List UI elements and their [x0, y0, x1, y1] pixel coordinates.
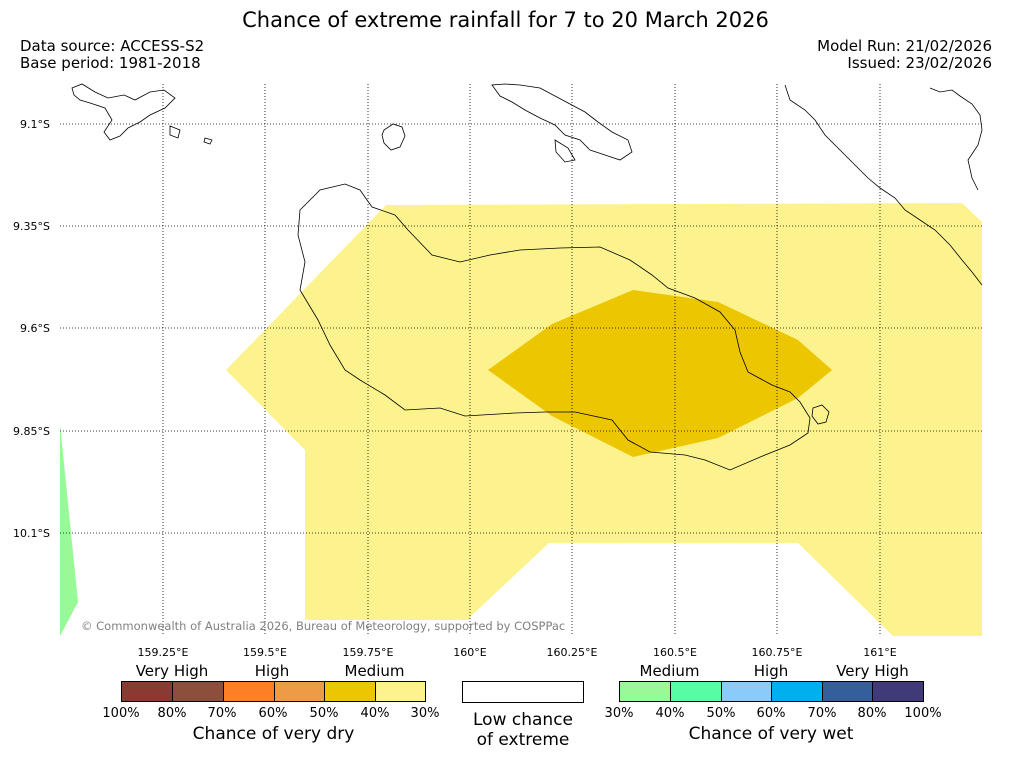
lon-label: 159.5°E	[243, 646, 287, 659]
dry-tick: 80%	[157, 706, 187, 721]
lon-label: 159.75°E	[343, 646, 394, 659]
dry-tick: 70%	[207, 706, 237, 721]
wet-tick: 70%	[807, 706, 837, 721]
wet-swatch	[822, 681, 873, 702]
lat-label: 9.6°S	[20, 322, 50, 335]
dry-swatch	[121, 681, 173, 702]
dry-swatch	[223, 681, 275, 702]
low-chance-swatch	[462, 681, 584, 703]
high-dry-zone	[488, 290, 832, 457]
wet-tick: 30%	[604, 706, 634, 721]
lat-label: 9.1°S	[20, 118, 50, 131]
lon-label: 161°E	[863, 646, 896, 659]
longitude-labels: 159.25°E 159.5°E 159.75°E 160°E 160.25°E…	[138, 646, 897, 659]
dry-tick: 100%	[102, 706, 140, 721]
wet-tick: 40%	[655, 706, 685, 721]
dry-tick: 50%	[309, 706, 339, 721]
dry-heading-very-high: Very High	[135, 662, 209, 680]
wet-heading-very-high: Very High	[836, 662, 909, 680]
lon-label: 160.25°E	[547, 646, 598, 659]
low-chance-line2: of extreme	[476, 730, 570, 750]
dry-swatch	[324, 681, 376, 702]
map-canvas: 9.1°S 9.35°S 9.6°S 9.85°S 10.1°S 159.25°…	[13, 83, 983, 659]
medium-wet-zone	[60, 424, 78, 636]
dry-caption: Chance of very dry	[192, 724, 355, 744]
wet-swatch	[771, 681, 823, 702]
dry-heading-high: High	[254, 662, 290, 680]
data-source: Data source: ACCESS-S2	[20, 37, 205, 55]
dry-tick: 60%	[258, 706, 288, 721]
longitude-gridlines	[162, 84, 881, 636]
wet-tick: 80%	[857, 706, 887, 721]
model-run-block: Model Run: 21/02/2026 Issued: 23/02/2026	[817, 38, 992, 72]
wet-heading-medium: Medium	[639, 662, 700, 680]
wet-swatch	[670, 681, 722, 702]
dry-tick: 40%	[360, 706, 390, 721]
wet-swatch	[872, 681, 924, 702]
lon-label: 160.5°E	[653, 646, 697, 659]
dry-tick: 30%	[410, 706, 440, 721]
lon-label: 160.75°E	[752, 646, 803, 659]
wet-caption: Chance of very wet	[688, 724, 854, 744]
map-title: Chance of extreme rainfall for 7 to 20 M…	[242, 8, 769, 32]
coastline	[71, 83, 983, 471]
wet-tick: 100%	[904, 706, 942, 721]
data-source-block: Data source: ACCESS-S2 Base period: 1981…	[20, 38, 204, 72]
dry-swatch	[172, 681, 224, 702]
lat-label: 9.35°S	[13, 220, 50, 233]
lat-label: 10.1°S	[13, 527, 50, 540]
base-period: Base period: 1981-2018	[20, 54, 201, 72]
low-chance-line1: Low chance	[473, 710, 573, 730]
model-run: Model Run: 21/02/2026	[817, 37, 992, 55]
lon-label: 160°E	[453, 646, 486, 659]
dry-heading-medium: Medium	[344, 662, 405, 680]
latitude-labels: 9.1°S 9.35°S 9.6°S 9.85°S 10.1°S	[13, 118, 50, 540]
wet-tick: 50%	[706, 706, 736, 721]
low-chance-caption: Low chance of extreme	[442, 710, 604, 750]
wet-tick: 60%	[756, 706, 786, 721]
dry-swatch	[274, 681, 325, 702]
wet-heading-high: High	[753, 662, 789, 680]
wet-swatch	[619, 681, 671, 702]
copyright-notice: © Commonwealth of Australia 2026, Bureau…	[81, 619, 565, 633]
dry-swatch	[375, 681, 426, 702]
lon-label: 159.25°E	[138, 646, 189, 659]
lat-label: 9.85°S	[13, 425, 50, 438]
latitude-gridlines	[60, 123, 982, 534]
issued-date: Issued: 23/02/2026	[847, 54, 992, 72]
wet-swatch	[721, 681, 772, 702]
